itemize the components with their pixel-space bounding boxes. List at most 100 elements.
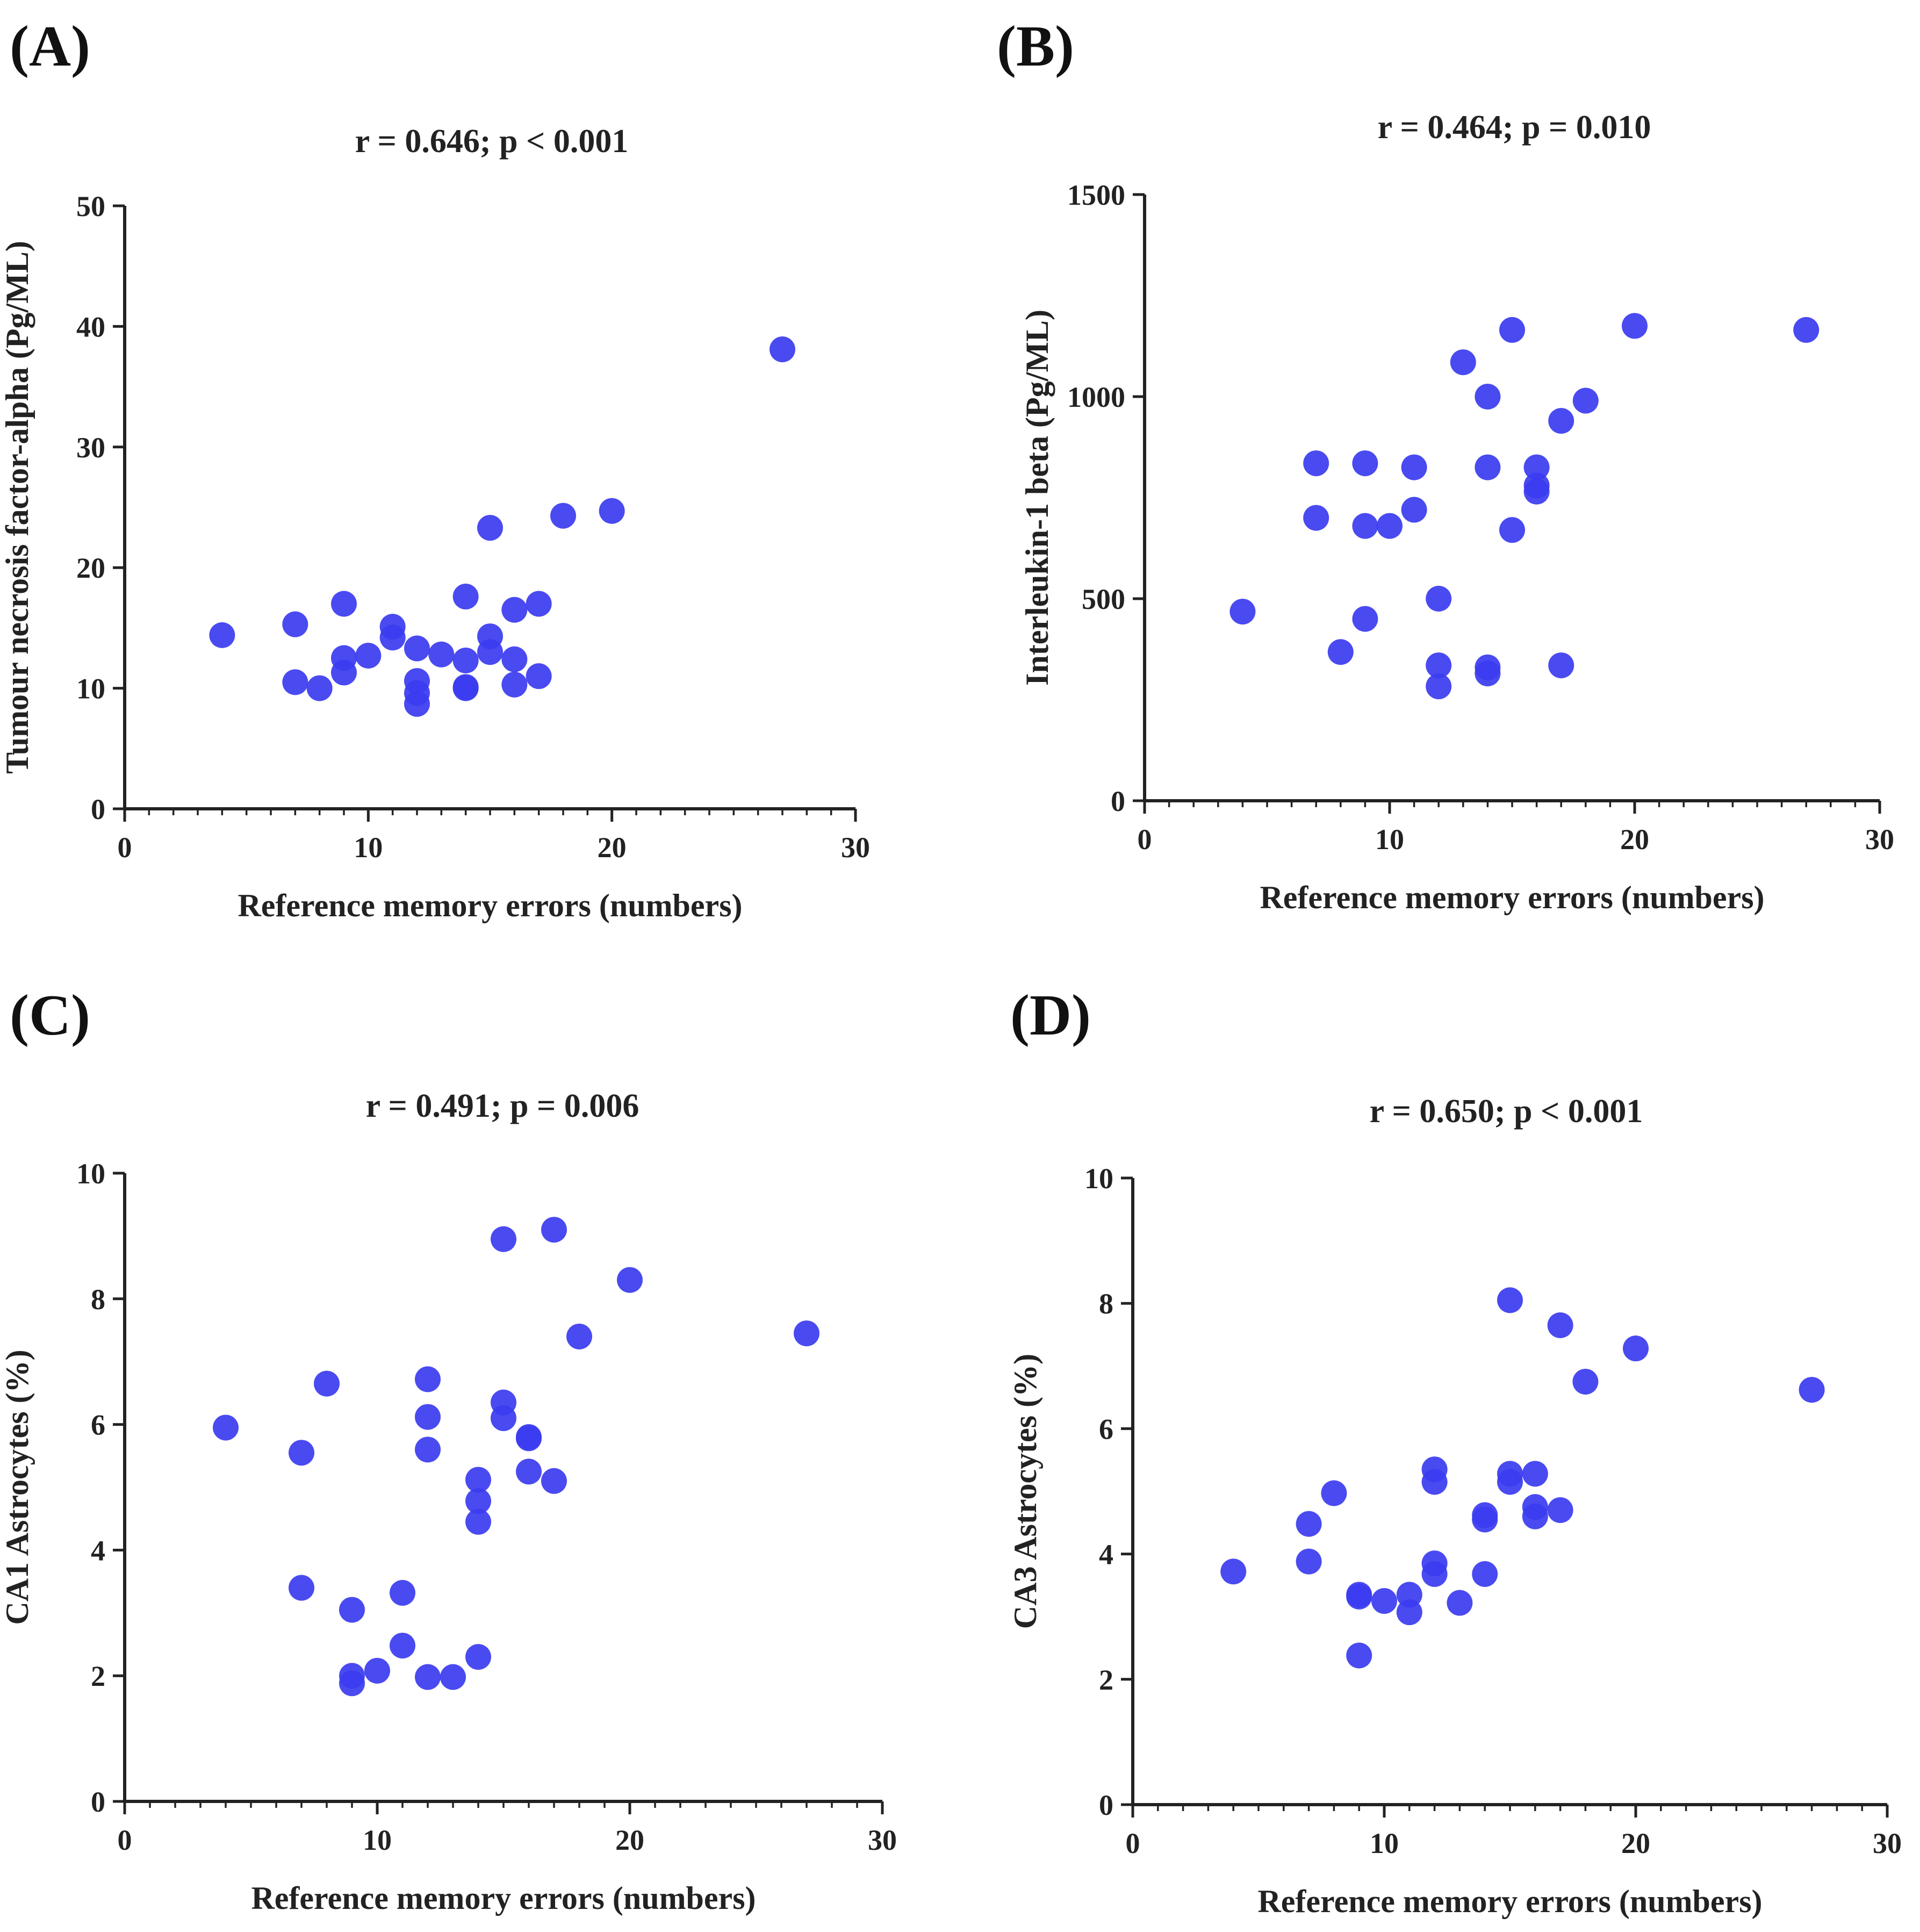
data-point-a (501, 597, 528, 623)
data-point-d (1296, 1511, 1322, 1537)
x-tick-label-d: 10 (1370, 1827, 1399, 1859)
data-point-b (1499, 317, 1525, 343)
y-tick-label-c: 4 (91, 1534, 105, 1567)
x-tick-label-d: 30 (1873, 1827, 1902, 1859)
x-tick-label-b: 30 (1865, 823, 1894, 856)
data-point-a (209, 622, 235, 648)
y-tick-label-a: 50 (76, 190, 105, 222)
data-point-a (404, 635, 430, 662)
x-axis-title-d: Reference memory errors (numbers) (1257, 1884, 1762, 1919)
data-point-c (364, 1657, 390, 1684)
data-point-d (1346, 1583, 1372, 1610)
data-point-a (331, 591, 357, 617)
data-point-c (465, 1509, 491, 1535)
panel-label-c: (C) (10, 983, 90, 1047)
x-tick-label-b: 10 (1375, 823, 1404, 856)
data-point-b (1475, 384, 1501, 410)
data-point-a (428, 641, 455, 667)
data-point-c (415, 1404, 441, 1430)
x-tick-label-a: 30 (841, 831, 870, 864)
data-point-d (1396, 1599, 1422, 1626)
y-tick-label-d: 0 (1099, 1789, 1113, 1821)
y-tick-label-c: 10 (76, 1158, 105, 1190)
data-point-c (794, 1320, 819, 1347)
data-point-c (339, 1597, 365, 1623)
data-point-d (1497, 1469, 1523, 1495)
y-tick-label-d: 4 (1099, 1539, 1113, 1571)
data-point-c (289, 1575, 314, 1601)
data-point-b (1548, 652, 1574, 679)
data-point-a (550, 502, 576, 529)
data-point-b (1229, 599, 1256, 625)
panel-b: (B) r = 0.464; p = 0.010 0 10 20 30 0 500 1000… (997, 15, 1894, 915)
data-point-c (617, 1267, 643, 1293)
data-point-d (1623, 1335, 1649, 1362)
data-point-c (213, 1414, 239, 1441)
x-axis-title-a: Reference memory errors (numbers) (238, 888, 742, 923)
data-point-d (1522, 1461, 1548, 1487)
y-tick-label-b: 1500 (1067, 179, 1125, 211)
scatter-plot-a: 0 10 20 30 0 10 20 30 40 50 Reference memory error… (0, 190, 870, 923)
data-point-b (1377, 513, 1403, 539)
correlation-stat-c: r = 0.491; p = 0.006 (366, 1088, 639, 1124)
data-point-b (1793, 317, 1820, 343)
data-point-d (1421, 1561, 1448, 1587)
y-axis-title-c: CA1 Astrocytes (%) (0, 1349, 35, 1625)
data-point-d (1421, 1469, 1448, 1495)
x-tick-label-c: 0 (118, 1824, 132, 1856)
data-point-c (415, 1664, 441, 1690)
data-point-d (1472, 1506, 1498, 1533)
data-point-c (566, 1323, 592, 1349)
data-point-a (452, 584, 479, 610)
data-point-c (516, 1425, 542, 1452)
data-point-a (282, 611, 308, 637)
data-point-b (1548, 408, 1574, 434)
data-point-c (465, 1467, 491, 1493)
panel-label-b: (B) (997, 15, 1074, 78)
data-point-a (282, 669, 308, 695)
data-point-c (465, 1488, 491, 1514)
data-point-a (526, 591, 552, 617)
correlation-stat-b: r = 0.464; p = 0.010 (1378, 109, 1651, 146)
scatter-plot-c: 0 10 20 30 0 2 4 6 8 10 Reference memory errors (n… (0, 1158, 897, 1916)
data-point-c (390, 1579, 415, 1606)
data-point-a (526, 663, 552, 690)
data-point-b (1499, 517, 1525, 543)
data-point-c (440, 1664, 466, 1690)
data-point-a (477, 639, 503, 665)
data-point-c (541, 1217, 567, 1243)
panel-d: (D) r = 0.650; p < 0.001 0 10 20 30 0 2 4 6 8 10 R… (1008, 983, 1902, 1919)
x-tick-label-a: 0 (118, 831, 132, 864)
data-point-d (1371, 1588, 1397, 1614)
data-point-c (339, 1670, 365, 1697)
data-point-a (379, 624, 406, 651)
data-point-a (599, 498, 625, 524)
y-tick-label-d: 8 (1099, 1288, 1113, 1320)
y-tick-label-b: 1000 (1067, 381, 1125, 413)
x-tick-label-d: 0 (1126, 1827, 1140, 1859)
panel-label-d: (D) (1010, 983, 1091, 1047)
y-tick-label-c: 8 (91, 1283, 105, 1316)
data-point-b (1572, 387, 1599, 414)
data-point-a (331, 659, 357, 686)
x-axis-title-b: Reference memory errors (numbers) (1260, 880, 1764, 915)
data-point-b (1426, 586, 1452, 612)
x-axis-title-c: Reference memory errors (numbers) (251, 1880, 756, 1916)
y-axis-title-a: Tumour necrosis factor-alpha (Pg/ML) (0, 241, 35, 774)
y-axis-title-d: CA3 Astrocytes (%) (1008, 1354, 1043, 1629)
scatter-plot-b: 0 10 20 30 0 500 1000 1500 Reference memory erro… (1019, 179, 1894, 915)
x-tick-label-c: 20 (615, 1824, 644, 1856)
data-point-c (541, 1468, 567, 1494)
scatter-plot-d: 0 10 20 30 0 2 4 6 8 10 Reference memory errors (n… (1008, 1162, 1902, 1919)
x-tick-label-a: 20 (598, 831, 627, 864)
data-point-b (1303, 505, 1329, 531)
data-point-b (1475, 660, 1501, 687)
data-point-b (1426, 652, 1452, 679)
data-point-a (501, 671, 528, 698)
panel-label-a: (A) (10, 15, 90, 78)
data-point-a (306, 675, 333, 701)
data-point-b (1303, 450, 1329, 477)
data-point-b (1352, 606, 1378, 632)
data-point-b (1352, 450, 1378, 477)
data-point-d (1296, 1548, 1322, 1575)
